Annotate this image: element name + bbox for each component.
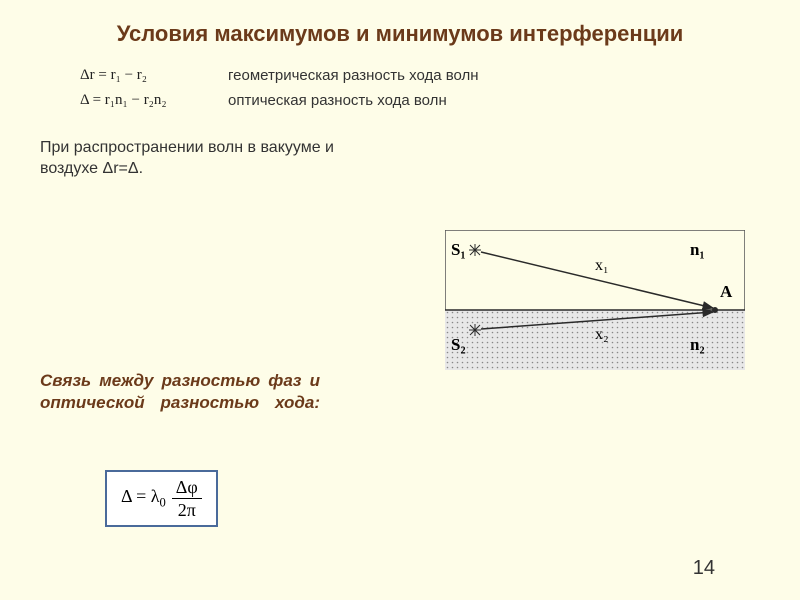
formula-optical: Δ = r₁n₁ − r₂n₂ оптическая разность хода…	[80, 92, 800, 109]
vacuum-note: При распространении волн в вакууме и воз…	[40, 137, 350, 180]
formula-geometric-desc: геометрическая разность хода волн	[228, 67, 479, 84]
label-x1: x₁	[595, 257, 609, 274]
label-a: A	[720, 282, 733, 301]
formula-optical-desc: оптическая разность хода волн	[228, 92, 447, 109]
point-a-icon	[712, 307, 718, 313]
source-s2-icon	[469, 324, 481, 336]
label-s2: S₂	[451, 335, 466, 354]
label-s1: S₁	[451, 240, 466, 259]
label-x2: x₂	[595, 326, 609, 343]
label-n2: n₂	[690, 335, 705, 354]
slide-title: Условия максимумов и минимумов интерфере…	[0, 0, 800, 59]
boxed-formula-frac: Δφ 2π	[172, 478, 202, 519]
boxed-formula: Δ = λ0 Δφ 2π	[105, 470, 218, 527]
label-n1: n₁	[690, 240, 705, 259]
diagram-svg: S₁ S₂ A x₁ x₂ n₁ n₂	[445, 230, 745, 370]
formula-geometric: Δr = r₁ − r₂ геометрическая разность ход…	[80, 67, 800, 84]
phase-relation-text: Связь между разностью фаз и оптической р…	[40, 370, 320, 414]
optical-path-diagram: S₁ S₂ A x₁ x₂ n₁ n₂	[445, 230, 745, 370]
formula-optical-math: Δ = r₁n₁ − r₂n₂	[80, 92, 210, 109]
boxed-formula-lhs: Δ = λ0	[121, 486, 166, 511]
source-s1-icon	[469, 244, 481, 256]
formula-geometric-math: Δr = r₁ − r₂	[80, 67, 210, 84]
page-number: 14	[693, 557, 715, 580]
